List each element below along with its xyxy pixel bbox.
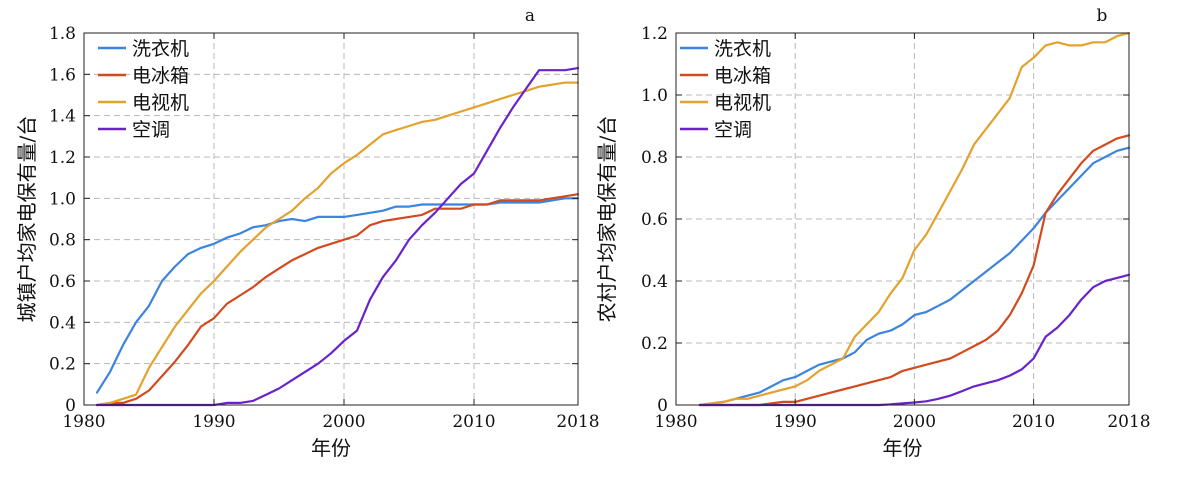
x-axis-label: 年份 [311, 436, 351, 460]
series-line-2 [95, 193, 580, 407]
y-tick-label: 0.8 [641, 148, 668, 168]
y-tick-label: 0.2 [641, 334, 668, 354]
legend-label-4: 空调 [132, 119, 170, 141]
x-axis-label: 年份 [883, 436, 923, 460]
legend-label-2: 电冰箱 [132, 65, 189, 87]
x-tick-label: 2000 [322, 412, 365, 432]
y-tick-label: 0 [657, 396, 668, 416]
panel-label: a [525, 6, 535, 26]
y-axis-label: 城镇户均家电保有量/台 [15, 116, 39, 323]
series-line-3 [95, 81, 580, 407]
y-tick-label: 0 [65, 396, 76, 416]
x-tick-label: 1980 [62, 412, 105, 432]
x-tick-label: 2018 [1107, 412, 1150, 432]
y-tick-label: 1.2 [49, 148, 76, 168]
x-tick-label: 1990 [774, 412, 817, 432]
y-tick-label: 1.4 [49, 107, 76, 127]
panel-label: b [1097, 6, 1108, 26]
legend-label-3: 电视机 [132, 92, 189, 114]
y-tick-label: 0.8 [49, 231, 76, 251]
series-line-1 [698, 146, 1131, 407]
legend-label-1: 洗衣机 [132, 38, 189, 60]
x-tick-label: 2010 [1012, 412, 1055, 432]
x-tick-label: 1980 [654, 412, 697, 432]
x-tick-label: 2010 [452, 412, 495, 432]
y-tick-label: 1.2 [641, 24, 668, 44]
chart-panel-b: 1980 1990 2000 2010 2018 0 0.2 0.4 0.6 0.8 1.0 1.2 年… [595, 6, 1151, 460]
x-tick-label: 2018 [556, 412, 599, 432]
chart-panel-a: 1980 1990 2000 2010 2018 0 0.2 0.4 0.6 0.8 1.0 1.2 1… [15, 6, 600, 460]
series-line-3 [698, 31, 1131, 407]
series-line-1 [95, 197, 580, 394]
legend-label-2: 电冰箱 [714, 65, 771, 87]
series-line-2 [698, 134, 1131, 407]
y-tick-label: 1.6 [49, 65, 76, 85]
y-tick-label: 1.0 [49, 189, 76, 209]
y-tick-label: 1.0 [641, 86, 668, 106]
y-tick-label: 0.6 [49, 272, 76, 292]
y-tick-label: 0.6 [641, 210, 668, 230]
axes-frame [83, 32, 579, 406]
y-tick-label: 1.8 [49, 24, 76, 44]
legend-label-1: 洗衣机 [714, 38, 771, 60]
x-tick-label: 2000 [893, 412, 936, 432]
y-tick-label: 0.2 [49, 355, 76, 375]
x-tick-label: 1990 [192, 412, 235, 432]
legend-label-3: 电视机 [714, 92, 771, 114]
y-tick-label: 0.4 [49, 313, 76, 333]
legend-label-4: 空调 [714, 119, 752, 141]
y-tick-label: 0.4 [641, 272, 668, 292]
y-axis-label: 农村户均家电保有量/台 [595, 116, 619, 323]
